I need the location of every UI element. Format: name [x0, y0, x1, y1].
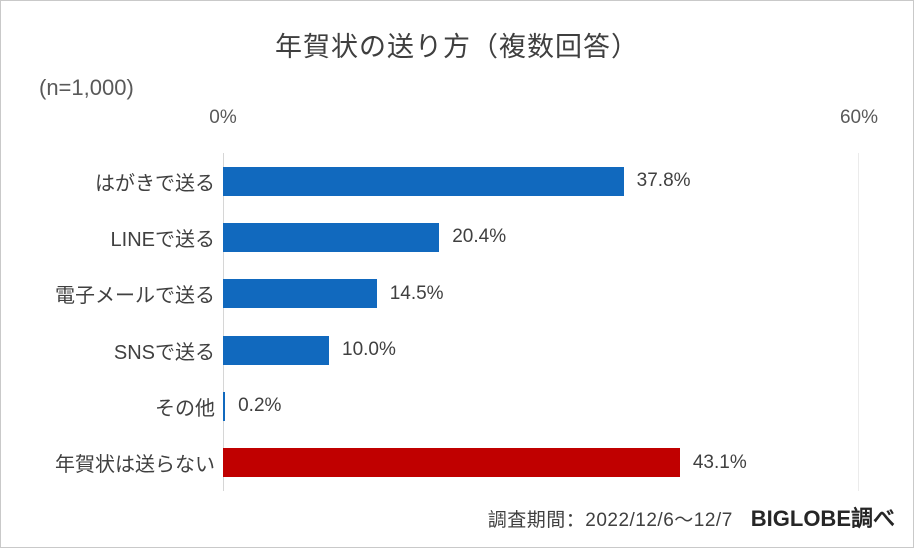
value-label: 37.8% [636, 170, 691, 192]
bar [223, 279, 377, 309]
category-label: 電子メールで送る [55, 285, 215, 308]
value-label: 14.5% [389, 282, 444, 304]
bar [223, 448, 680, 478]
source-credit-text: BIGLOBE調べ [750, 506, 895, 531]
bar [223, 222, 440, 252]
plot-area: 37.8% 20.4% 14.5% 10.0% 0.2% 43.1% [223, 153, 859, 491]
category-labels-column: はがきで送る LINEで送る電子メールで送る SNSで送るその他年賀状は送らない [1, 153, 215, 491]
category-label: その他 [155, 397, 215, 420]
category-label: SNSで送る [113, 341, 215, 364]
value-label: 43.1% [692, 451, 747, 473]
chart-rows: 37.8% 20.4% 14.5% 10.0% 0.2% 43.1% [223, 153, 859, 491]
value-label: 0.2% [238, 395, 282, 417]
value-label: 20.4% [452, 226, 507, 248]
chart-row: 10.0% [223, 322, 859, 378]
chart-row: 0.2% [223, 378, 859, 434]
survey-period-text: 調査期間：2022/12/6～12/7 [487, 510, 733, 531]
y-axis-line [223, 153, 224, 491]
bar [223, 391, 226, 421]
sample-size-label: (n=1,000) [39, 75, 134, 100]
category-label: 年賀状は送らない [55, 454, 215, 477]
chart-footer: 調査期間：2022/12/6～12/7 BIGLOBE調べ [488, 501, 895, 533]
value-label: 10.0% [342, 339, 396, 361]
chart-row: 43.1% [223, 435, 859, 491]
chart-row: 20.4% [223, 209, 859, 265]
chart-row: 37.8% [223, 153, 859, 209]
x-axis-tick-0: 0% [209, 107, 237, 128]
bar [223, 166, 624, 196]
category-label: LINEで送る [110, 228, 215, 251]
x-axis-tick-60: 60% [839, 107, 879, 128]
chart-title: 年賀状の送り方（複数回答） [275, 32, 639, 62]
chart-row: 14.5% [223, 266, 859, 322]
category-label: はがきで送る [95, 172, 215, 195]
bar [223, 335, 329, 365]
gridline-60pct [858, 153, 859, 491]
